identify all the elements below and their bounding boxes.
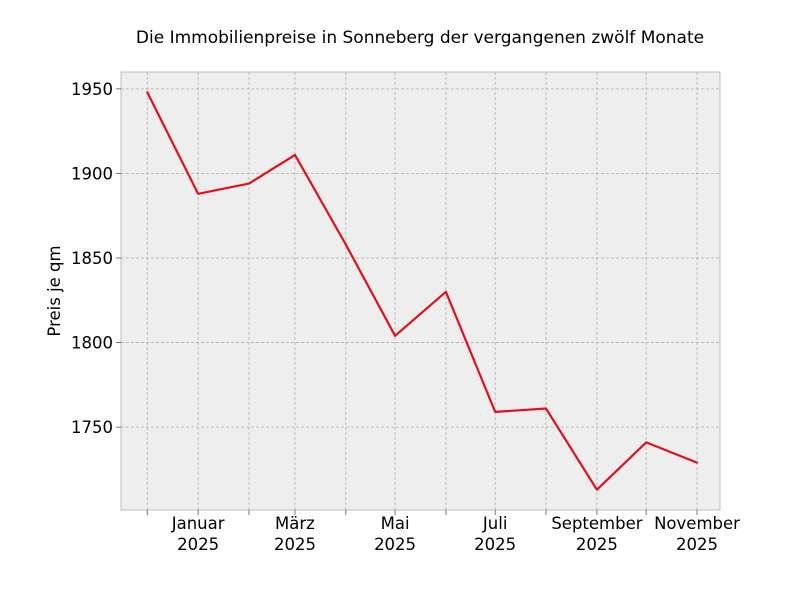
series-line [146, 91, 699, 491]
x-tick-label-year: 2025 [177, 535, 219, 554]
x-tick-label-year: 2025 [474, 535, 516, 554]
y-tick-label: 1800 [71, 334, 113, 353]
gridlines [121, 72, 720, 510]
x-tick-label-month: Juli [482, 514, 508, 533]
x-tick-label-year: 2025 [676, 535, 718, 554]
x-tick-label-month: Mai [381, 514, 410, 533]
plot-frame [120, 71, 721, 511]
y-tick-label: 1950 [71, 80, 113, 99]
plot-area [121, 72, 720, 510]
x-tick-label-month: März [275, 514, 315, 533]
y-tick-label: 1850 [71, 249, 113, 268]
x-tick-label-year: 2025 [274, 535, 316, 554]
axis-ticks [116, 88, 698, 515]
chart-title: Die Immobilienpreise in Sonneberg der ve… [136, 28, 704, 48]
y-tick-label: 1750 [71, 418, 113, 437]
y-axis-label: Preis je qm [45, 245, 64, 336]
x-tick-label-month: November [654, 514, 740, 533]
x-tick-label-month: Januar [171, 514, 225, 533]
x-tick-label-year: 2025 [576, 535, 618, 554]
x-tick-label-year: 2025 [374, 535, 416, 554]
y-tick-label: 1900 [71, 164, 113, 183]
x-tick-label-month: September [551, 514, 642, 533]
